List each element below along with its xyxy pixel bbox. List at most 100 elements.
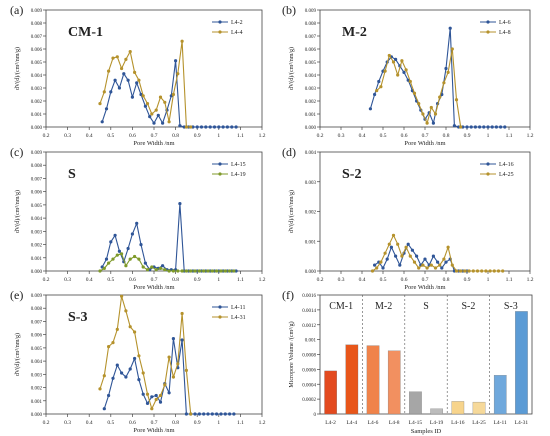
data-point [431,254,435,258]
y-axis-label: dV(d)/(cm³/nm/g) [288,47,295,90]
data-point [221,125,225,129]
plot-frame [45,151,263,272]
y-tick-label: 0.005 [31,204,43,209]
panel-label: (c) [10,145,23,159]
data-point [381,266,385,270]
x-axis-label: Pore Width /nm [133,284,174,291]
legend-marker [218,172,222,176]
x-tick-label: 0.7 [422,133,429,139]
data-point [383,69,387,73]
data-point [180,39,184,43]
y-tick-label: 0.007 [31,320,43,325]
data-point [234,269,238,273]
data-point [410,248,414,252]
data-point [417,102,421,106]
legend-marker [218,20,222,24]
x-tick-label: 1.1 [237,420,244,426]
data-point [189,269,193,273]
data-point [145,392,150,396]
data-point [141,94,145,98]
x-tick-label: 0.9 [464,277,471,283]
data-point [436,260,440,264]
x-tick-label: 0.6 [129,133,136,139]
data-point [115,327,119,331]
inset-title: M-2 [342,25,367,40]
bar [493,375,507,415]
data-point [102,90,106,94]
x-tick-label: 0.8 [172,133,179,139]
x-tick-label: 0.2 [43,420,50,426]
data-point [120,371,124,375]
y-tick-label: 0.004 [305,74,317,79]
y-tick-label: 0.008 [305,22,317,27]
y-tick-label: 0.007 [31,35,43,40]
data-point [210,412,214,416]
x-tick-label: 0.9 [194,133,201,139]
inset-title: S [68,167,76,182]
data-point [128,367,132,371]
y-tick-label: 0.009 [31,9,43,14]
data-point [452,124,456,128]
data-point [438,95,442,99]
x-tick-label: L4-11 [494,420,507,426]
data-point [182,125,186,129]
data-point [133,330,137,334]
legend-marker [218,305,222,309]
bar [366,345,380,415]
legend-label: L4-25 [499,172,514,178]
x-tick-label: 0.8 [443,133,450,139]
x-tick-label: 1 [487,133,490,139]
data-point [117,249,121,253]
data-point [150,395,154,399]
data-point [467,269,471,273]
data-point [446,245,450,249]
data-point [124,57,128,62]
data-point [431,121,435,125]
legend-label: L4-6 [499,20,511,26]
data-point [180,338,184,342]
y-tick-label: 0.008 [31,164,43,169]
data-point [375,266,379,270]
y-tick-label: 0.008 [31,22,43,27]
data-point [150,112,154,116]
data-point [197,269,201,273]
data-point [217,125,221,129]
panel-label: (a) [10,3,23,17]
inset-title: S-3 [68,310,87,325]
y-tick-label: 0.006 [305,48,317,53]
data-point [370,269,375,273]
data-point [161,121,165,125]
data-point [163,383,167,387]
data-point [488,269,492,273]
data-point [98,387,102,391]
y-tick-label: 0.000 [31,126,43,131]
data-point [115,55,119,59]
y-tick-label: 0.009 [31,294,43,299]
data-point [465,125,469,129]
y-tick-label: 0.0014 [302,309,316,314]
x-tick-label: L4-31 [515,420,529,426]
data-point [148,115,152,119]
x-tick-label: 0.7 [151,277,158,283]
data-point [391,233,396,237]
data-point [174,59,178,63]
data-point [425,121,429,125]
bar [451,401,465,415]
y-tick-label: 0.001 [31,113,43,118]
data-point [154,397,158,402]
data-point [394,57,398,62]
x-tick-label: 0.7 [151,420,158,426]
x-tick-label: 0.6 [129,277,136,283]
x-tick-label: 0.7 [422,277,429,283]
bar [345,344,359,415]
y-tick-label: 0.001 [305,240,317,245]
data-point [490,125,494,129]
y-tick-label: 0.001 [31,400,43,405]
y-tick-label: 0.006 [31,191,43,196]
data-point [154,268,158,272]
data-point [145,102,150,106]
data-point [167,391,171,395]
data-point [180,311,184,316]
data-point [398,263,402,267]
inset-title: CM-1 [68,25,103,40]
